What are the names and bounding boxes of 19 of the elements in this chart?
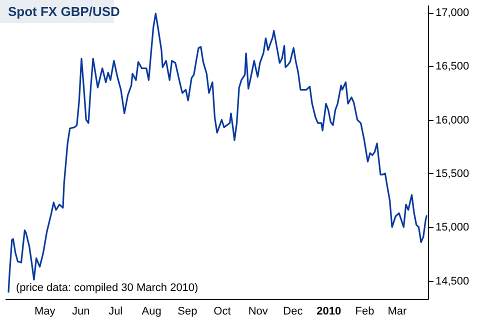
x-tick-label: Sep (178, 306, 198, 318)
x-tick-label: Nov (248, 306, 268, 318)
chart-title: Spot FX GBP/USD (8, 4, 120, 19)
y-tick-label: 16,000 (436, 114, 470, 126)
y-tick-label: 16,500 (436, 60, 470, 73)
y-tick-label: 17,000 (436, 7, 470, 20)
y-tick-label: 15,000 (436, 222, 470, 234)
x-tick-label: Dec (283, 306, 304, 318)
y-tick-label: 15,500 (436, 168, 470, 180)
x-tick-label: 2010 (316, 306, 342, 318)
x-tick-label: Aug (142, 306, 162, 318)
x-tick-label: Oct (214, 306, 231, 318)
x-tick-label: Jul (108, 306, 123, 318)
annotation: (price data: compiled 30 March 2010) (16, 282, 198, 294)
x-tick-label: May (34, 306, 56, 318)
x-tick-label: Jun (72, 306, 90, 318)
y-tick-label: 14,500 (436, 275, 470, 288)
x-tick-label: Mar (388, 306, 408, 318)
x-tick-label: Feb (355, 306, 374, 318)
